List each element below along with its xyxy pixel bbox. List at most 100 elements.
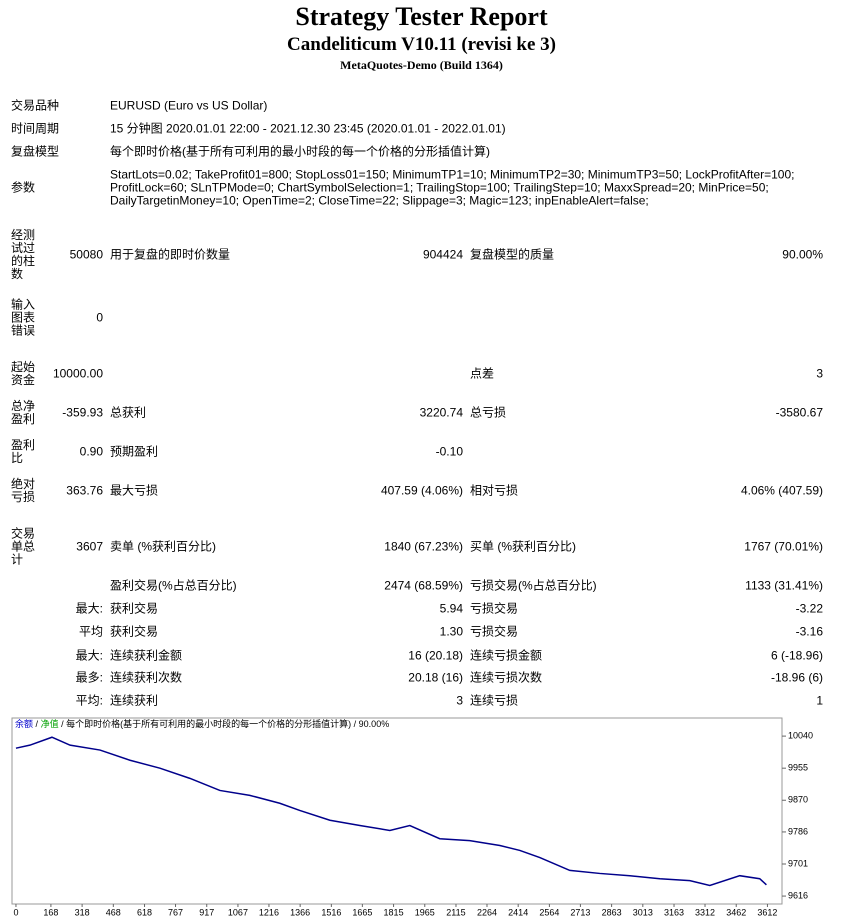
stat-value: 363.76 [66, 483, 103, 498]
info-value: StartLots=0.02; TakeProfit01=800; StopLo… [110, 167, 795, 208]
stat-label: 相对亏损 [470, 483, 519, 498]
stat-value: 1133 (31.41%) [745, 578, 823, 593]
plot-frame [11, 717, 783, 905]
stat-label: 买单 (%获利百分比) [470, 539, 576, 554]
balance-chart: 余额 / 净值 / 每个即时价格(基于所有可利用的最小时段的每一个价格的分形插值… [11, 717, 813, 917]
x-tick-label: 1965 [415, 907, 435, 917]
stat-value: -3.16 [795, 624, 823, 639]
stat-label: 亏损交易 [470, 601, 519, 616]
stat-label: 总净盈利 [11, 399, 36, 426]
stat-label: 最大亏损 [110, 483, 159, 498]
stat-value: 平均: [75, 693, 103, 708]
info-value: 15 分钟图 2020.01.01 22:00 - 2021.12.30 23:… [110, 121, 506, 136]
stat-value: 2474 (68.59%) [384, 578, 463, 593]
stat-value: 6 (-18.96) [770, 648, 823, 663]
y-tick-label: 9701 [788, 858, 808, 868]
info-value: 每个即时价格(基于所有可利用的最小时段的每一个价格的分形插值计算) [110, 144, 490, 159]
stat-value: 90.00% [782, 247, 823, 262]
x-tick-label: 168 [43, 907, 58, 917]
stat-value: 20.18 (16) [408, 670, 463, 685]
x-tick-label: 2863 [602, 907, 622, 917]
x-tick-label: 2564 [539, 907, 559, 917]
balance-label: 余额 [15, 718, 33, 729]
quality-label: 90.00% [359, 719, 390, 729]
stat-value: 最多: [75, 670, 103, 685]
x-tick-label: 2115 [446, 907, 465, 917]
report-title: Strategy Tester Report [295, 2, 548, 31]
stat-value: -18.96 (6) [770, 670, 823, 685]
x-tick-label: 3612 [757, 907, 777, 917]
stat-value: 3 [816, 366, 823, 381]
build-info: MetaQuotes-Demo (Build 1364) [340, 58, 503, 72]
chart-caption: 余额 / 净值 / 每个即时价格(基于所有可利用的最小时段的每一个价格的分形插值… [15, 718, 389, 729]
stat-value: -3580.67 [775, 405, 823, 420]
stat-value: 4.06% (407.59) [740, 483, 823, 498]
stat-value: 1767 (70.01%) [744, 539, 823, 554]
stat-label: 经测试过的柱数 [11, 228, 36, 281]
x-tick-label: 3462 [726, 907, 746, 917]
x-tick-label: 1815 [384, 907, 404, 917]
sep: / [61, 719, 64, 729]
x-tick-label: 767 [168, 907, 183, 917]
sep: / [354, 719, 357, 729]
stat-value: 3607 [76, 539, 103, 554]
stat-label: 获利交易 [110, 624, 159, 639]
info-label: 参数 [11, 180, 36, 195]
x-tick-label: 2264 [477, 907, 497, 917]
balance-line [15, 736, 767, 887]
stat-value: 5.94 [439, 601, 463, 616]
stat-label: 输入图表错误 [11, 297, 36, 338]
stat-label: 点差 [470, 366, 495, 381]
x-tick-label: 1366 [290, 907, 310, 917]
stat-value: 50080 [69, 247, 103, 262]
stat-label: 绝对亏损 [11, 477, 36, 504]
stat-label: 预期盈利 [110, 444, 159, 459]
sep: / [36, 719, 39, 729]
y-tick-label: 9870 [788, 795, 808, 805]
stat-value: 最大: [75, 601, 103, 616]
info-label: 时间周期 [11, 121, 60, 136]
x-tick-label: 318 [75, 907, 90, 917]
y-tick-label: 9955 [788, 763, 808, 773]
stat-label: 连续亏损次数 [470, 670, 543, 685]
x-tick-label: 468 [106, 907, 121, 917]
y-tick-label: 9786 [788, 826, 808, 836]
x-tick-label: 2713 [570, 907, 590, 917]
x-tick-label: 1067 [228, 907, 248, 917]
stat-label: 连续获利 [110, 693, 159, 708]
stat-value: 平均 [78, 624, 103, 639]
stat-value: 最大: [75, 648, 103, 663]
stat-value: 1.30 [439, 624, 463, 639]
x-tick-label: 3013 [633, 907, 653, 917]
stat-value: 0 [96, 310, 103, 325]
stat-label: 获利交易 [110, 601, 159, 616]
stat-value: 1 [816, 693, 823, 708]
x-tick-label: 1216 [259, 907, 279, 917]
y-tick-label: 9616 [788, 890, 808, 900]
stat-label: 起始资金 [11, 360, 36, 387]
stat-label: 总亏损 [470, 405, 507, 420]
y-tick-label: 10040 [788, 730, 813, 740]
x-tick-label: 1516 [321, 907, 341, 917]
x-tick-label: 1665 [352, 907, 372, 917]
stat-value: 407.59 (4.06%) [380, 483, 463, 498]
stat-label: 盈利比 [11, 438, 36, 465]
stat-value: 10000.00 [52, 366, 103, 381]
x-tick-label: 917 [199, 907, 214, 917]
info-value: EURUSD (Euro vs US Dollar) [110, 98, 268, 113]
report-subtitle: Candeliticum V10.11 (revisi ke 3) [287, 34, 556, 55]
stat-value: 3220.74 [419, 405, 463, 420]
stat-value: 1840 (67.23%) [384, 539, 463, 554]
stat-label: 总获利 [110, 405, 147, 420]
stat-label: 卖单 (%获利百分比) [110, 539, 216, 554]
stat-label: 连续获利金额 [110, 648, 183, 663]
stat-value: 0.90 [79, 444, 103, 459]
equity-label: 净值 [41, 718, 59, 729]
info-label: 交易品种 [11, 98, 60, 113]
stat-label: 连续亏损 [470, 693, 519, 708]
stat-value: 16 (20.18) [408, 648, 463, 663]
stat-label: 用于复盘的即时价数量 [110, 247, 231, 262]
model-label: 每个即时价格(基于所有可利用的最小时段的每一个价格的分形插值计算) [66, 718, 351, 729]
x-tick-label: 0 [13, 907, 18, 917]
